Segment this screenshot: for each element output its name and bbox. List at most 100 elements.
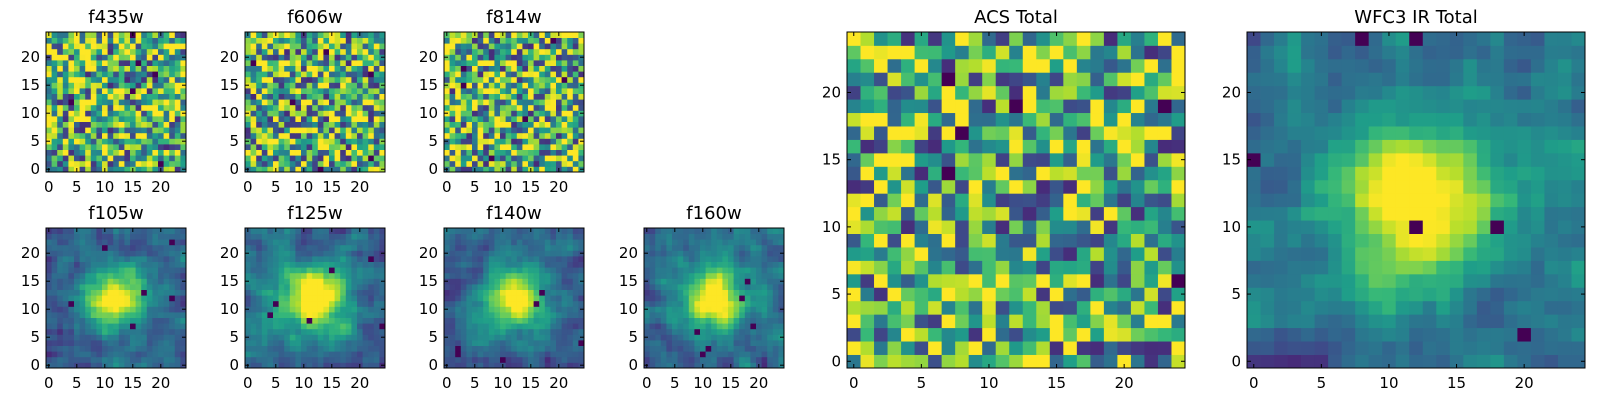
heatmap-cell (180, 323, 187, 330)
heatmap-cell (488, 93, 495, 100)
heatmap-cell (550, 37, 557, 44)
heatmap-cell (483, 121, 490, 128)
heatmap-cell (340, 261, 347, 268)
heatmap-cell (750, 267, 757, 274)
heatmap-cell (261, 317, 268, 324)
heatmap-cell (79, 121, 86, 128)
heatmap-cell (483, 356, 490, 363)
heatmap-cell (118, 244, 125, 251)
heatmap-cell (505, 155, 512, 162)
heatmap-cell (533, 127, 540, 134)
heatmap-cell (1171, 193, 1186, 208)
heatmap-cell (483, 82, 490, 89)
heatmap-cell (739, 250, 746, 257)
heatmap-cell (1049, 179, 1064, 194)
heatmap-cell (74, 54, 80, 61)
heatmap-cell (152, 278, 159, 285)
heatmap-cell (368, 306, 375, 313)
heatmap-cell (778, 295, 785, 302)
heatmap-cell (107, 104, 114, 111)
heatmap-cell (312, 71, 319, 78)
heatmap-cell (340, 127, 347, 134)
heatmap-cell (357, 93, 363, 100)
heatmap-cell (449, 138, 456, 145)
heatmap-cell (74, 300, 80, 307)
heatmap-cell (301, 160, 307, 167)
heatmap-cell (455, 104, 462, 111)
heatmap-cell (672, 317, 678, 324)
heatmap-cell (649, 250, 656, 257)
heatmap-cell (772, 317, 779, 324)
heatmap-cell (329, 250, 335, 257)
heatmap-cell (273, 132, 279, 139)
heatmap-cell (351, 43, 358, 50)
heatmap-cell (68, 110, 75, 117)
heatmap-cell (345, 284, 352, 290)
heatmap-cell (1063, 354, 1078, 369)
heatmap-cell (351, 54, 358, 61)
heatmap-cell (733, 244, 740, 251)
heatmap-cell (68, 261, 75, 268)
heatmap-cell (556, 160, 562, 167)
heatmap-cell (79, 345, 86, 352)
heatmap-cell (261, 149, 268, 156)
heatmap-cell (146, 60, 153, 66)
heatmap-cell (578, 317, 585, 324)
heatmap-cell (516, 65, 523, 72)
heatmap-cell (256, 328, 263, 335)
heatmap-cell (312, 93, 319, 100)
heatmap-cell (901, 179, 915, 194)
heatmap-cell (1090, 287, 1105, 302)
heatmap-cell (539, 160, 546, 167)
heatmap-cell (750, 356, 757, 363)
heatmap-cell (273, 356, 279, 363)
heatmap-cell (301, 295, 307, 302)
heatmap-cell (483, 166, 490, 173)
heatmap-cell (744, 300, 751, 307)
heatmap-cell (500, 278, 506, 285)
heatmap-cell (928, 314, 943, 329)
heatmap-cell (477, 82, 484, 89)
heatmap-cell (711, 250, 718, 257)
heatmap-cell (273, 37, 279, 44)
heatmap-cell (722, 261, 729, 268)
heatmap-cell (556, 43, 562, 50)
heatmap-cell (329, 37, 335, 44)
heatmap-cell (163, 60, 170, 66)
heatmap-cell (511, 306, 518, 313)
heatmap-cell (152, 54, 159, 61)
heatmap-cell (174, 317, 181, 324)
heatmap-cell (1117, 260, 1132, 275)
heatmap-cell (1171, 260, 1186, 275)
heatmap-cell (756, 278, 762, 285)
heatmap-cell (113, 88, 120, 94)
heatmap-cell (79, 272, 86, 279)
heatmap-cell (362, 278, 369, 285)
heatmap-cell (522, 250, 529, 257)
heatmap-cell (51, 54, 58, 61)
heatmap-cell (107, 88, 114, 94)
heatmap-cell (345, 54, 352, 61)
heatmap-cell (716, 278, 723, 285)
heatmap-cell (351, 32, 358, 38)
heatmap-cell (289, 138, 296, 145)
heatmap-cell (79, 110, 86, 117)
heatmap-cell (141, 345, 148, 352)
heatmap-cell (567, 323, 574, 330)
heatmap-cell (995, 260, 1010, 275)
heatmap-cell (500, 334, 506, 341)
heatmap-cell (483, 340, 490, 346)
heatmap-cell (516, 250, 523, 257)
heatmap-cell (516, 93, 523, 100)
heatmap-cell (306, 116, 313, 122)
heatmap-cell (522, 166, 529, 173)
heatmap-cell (357, 312, 363, 318)
heatmap-cell (522, 351, 529, 358)
heatmap-cell (146, 356, 153, 363)
heatmap-cell (345, 116, 352, 122)
heatmap-cell (500, 300, 506, 307)
heatmap-cell (90, 334, 97, 341)
x-tick-label: 15 (322, 374, 341, 392)
heatmap-cell (561, 155, 568, 162)
heatmap-cell (141, 116, 148, 122)
